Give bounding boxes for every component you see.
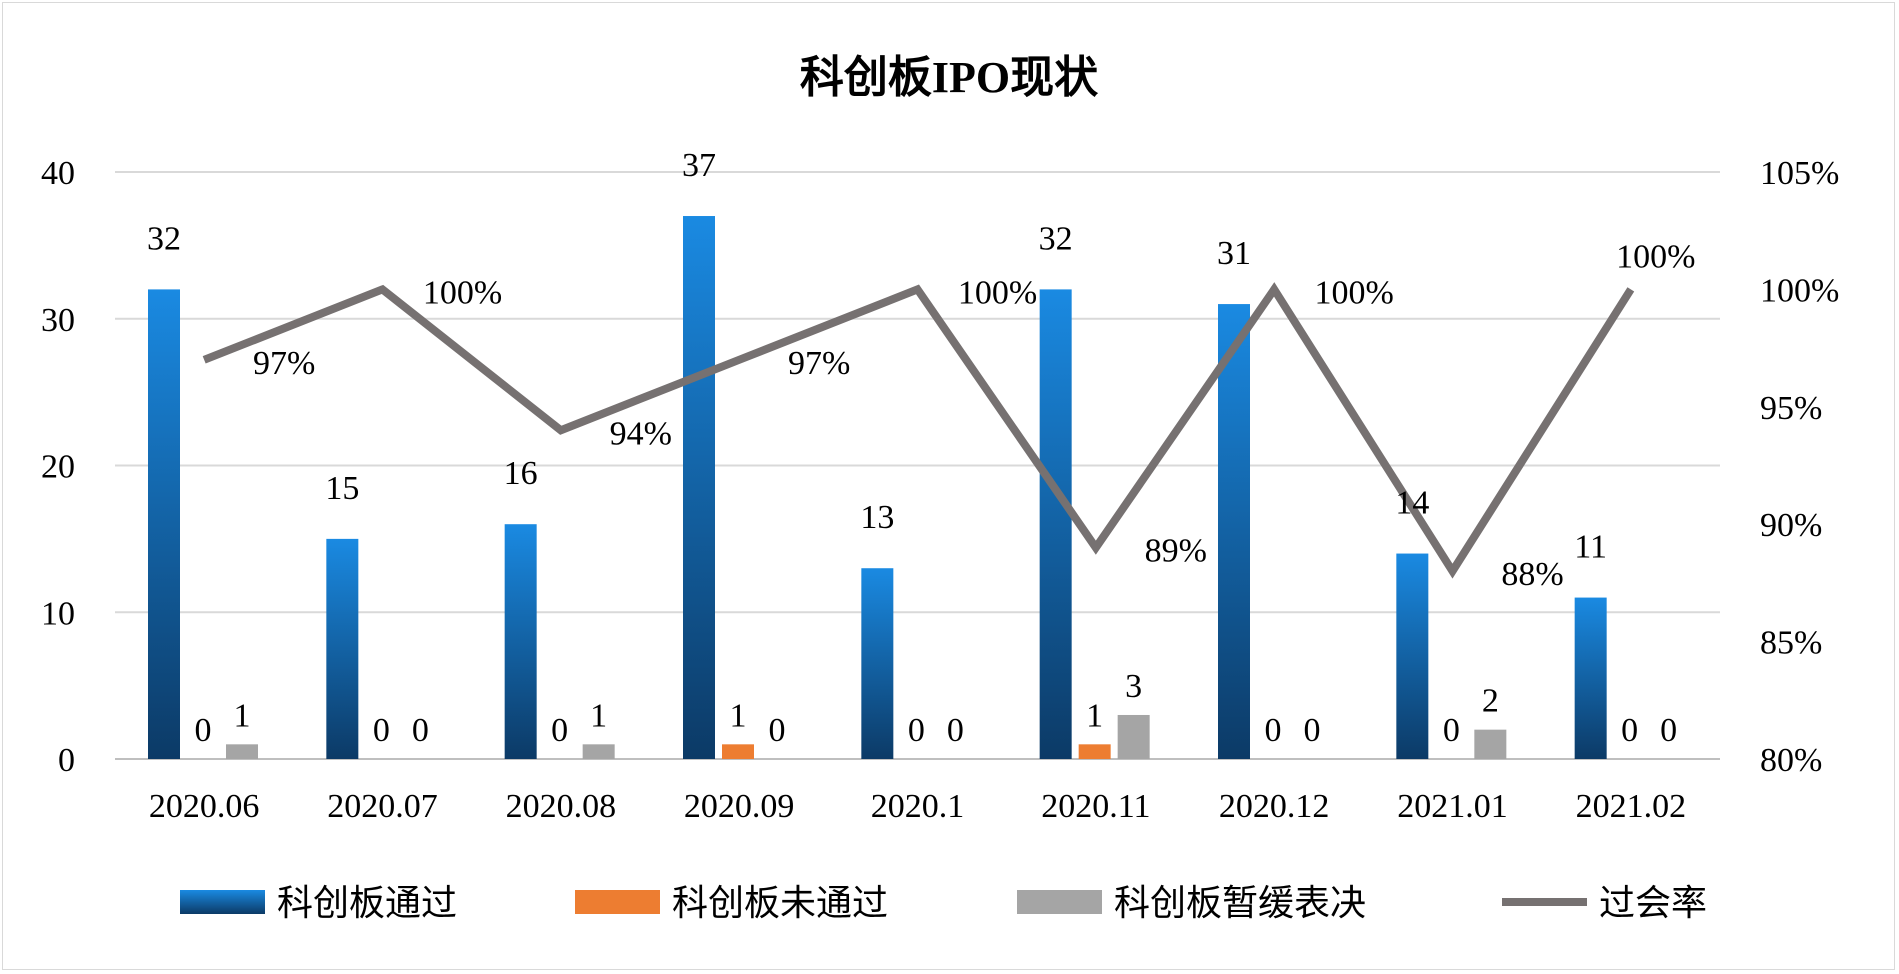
legend-item: 过会率 [1502,883,1707,923]
pass-rate-label: 94% [610,415,672,452]
right-tick-label: 85% [1760,625,1822,662]
bar-passed [326,538,359,759]
legend-label: 过会率 [1599,883,1707,923]
legend-label: 科创板暂缓表决 [1114,883,1366,923]
bar-value-label: 16 [504,455,538,492]
bar-deferred [1117,714,1150,759]
pass-rate-label: 100% [958,274,1037,311]
bar-value-label: 1 [1086,697,1103,734]
bar-passed [1574,597,1607,759]
legend-item: 科创板暂缓表决 [1017,883,1366,923]
right-tick-label: 80% [1760,742,1822,779]
bar-value-label: 31 [1217,235,1251,272]
legend-item: 科创板通过 [180,883,457,923]
bar-value-label: 37 [682,147,716,184]
bar-deferred [582,744,615,759]
bar-deferred [1474,729,1507,759]
x-tick-label: 2020.09 [684,788,795,825]
left-tick-label: 20 [41,449,75,486]
bar-value-label: 13 [860,499,894,536]
bar-value-label: 0 [195,712,212,749]
x-tick-label: 2020.08 [506,788,617,825]
x-tick-label: 2020.11 [1041,788,1150,825]
left-tick-label: 10 [41,595,75,632]
x-tick-label: 2020.12 [1219,788,1330,825]
bar-value-label: 0 [1304,712,1321,749]
pass-rate-label: 97% [788,345,850,382]
bar-value-label: 2 [1482,683,1499,720]
bar-passed [1396,553,1429,759]
bar-value-label: 0 [373,712,390,749]
pass-rate-label: 97% [253,345,315,382]
bar-passed [1039,289,1072,759]
x-tick-label: 2021.02 [1576,788,1687,825]
right-tick-label: 105% [1760,155,1839,192]
legend-label: 科创板通过 [277,883,457,923]
bar-value-label: 15 [325,470,359,507]
x-tick-label: 2020.06 [149,788,260,825]
bar-passed [1218,304,1250,759]
bar-value-label: 0 [551,712,568,749]
bar-value-label: 1 [730,697,747,734]
legend-item: 科创板未通过 [575,883,888,923]
pass-rate-line [202,282,1635,579]
bar-passed [861,568,894,759]
bar-value-label: 0 [1443,712,1460,749]
bar-value-label: 0 [1265,712,1282,749]
left-tick-label: 0 [58,742,75,779]
bar-passed [683,216,715,759]
pass-rate-label: 89% [1145,533,1207,570]
legend-label: 科创板未通过 [672,883,888,923]
bar-value-label: 0 [1621,712,1638,749]
bar-rejected [722,744,754,759]
chart-title: 科创板IPO现状 [800,53,1099,102]
bar-deferred [226,744,258,759]
bar-value-label: 32 [147,220,181,257]
legend-swatch [1017,890,1102,914]
bar-value-label: 3 [1125,668,1142,705]
bar-value-label: 1 [590,697,607,734]
right-tick-label: 95% [1760,390,1822,427]
pass-rate-label: 100% [1616,238,1695,275]
x-tick-label: 2020.07 [327,788,438,825]
bar-value-label: 0 [769,712,786,749]
x-tick-label: 2021.01 [1397,788,1508,825]
bar-passed [148,289,180,759]
right-tick-label: 90% [1760,507,1822,544]
pass-rate-label: 88% [1501,556,1563,593]
bar-value-label: 0 [1660,712,1677,749]
right-tick-label: 100% [1760,272,1839,309]
x-tick-label: 2020.1 [871,788,965,825]
bar-rejected [1078,744,1111,759]
bar-value-label: 1 [234,697,251,734]
legend-swatch [180,890,265,914]
bar-value-label: 11 [1574,529,1607,566]
pass-rate-label: 100% [1315,274,1394,311]
left-tick-label: 30 [41,302,75,339]
bar-passed [504,524,537,759]
bar-value-label: 0 [947,712,964,749]
left-tick-label: 40 [41,155,75,192]
bar-value-label: 14 [1395,485,1429,522]
bar-value-label: 32 [1039,220,1073,257]
bar-value-label: 0 [412,712,429,749]
bar-value-label: 0 [908,712,925,749]
legend-swatch [575,890,660,914]
pass-rate-label: 100% [423,274,502,311]
